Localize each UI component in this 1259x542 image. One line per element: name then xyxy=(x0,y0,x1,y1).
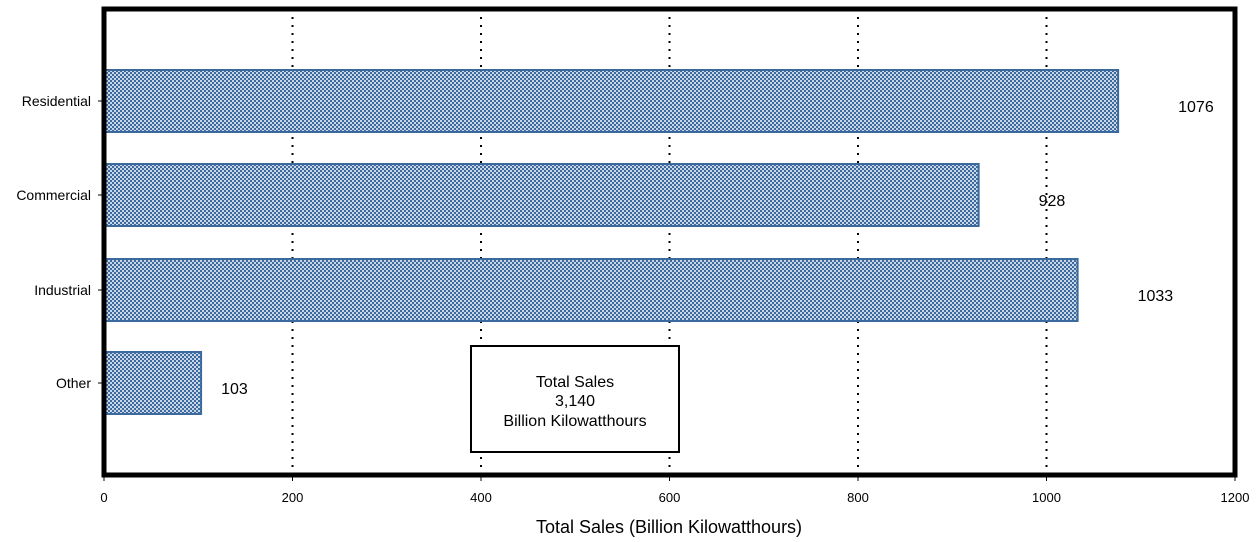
x-tick-label: 1000 xyxy=(1032,490,1061,505)
bar-industrial xyxy=(103,258,1079,322)
x-axis-title: Total Sales (Billion Kilowatthours) xyxy=(536,517,802,537)
x-tick-label: 600 xyxy=(659,490,681,505)
x-tick-label: 1200 xyxy=(1221,490,1250,505)
bar-commercial xyxy=(103,163,980,227)
plot-frame xyxy=(98,6,1238,481)
bars xyxy=(103,69,1120,415)
data-label: 928 xyxy=(1039,193,1066,210)
category-label: Other xyxy=(56,375,91,391)
x-tick-label: 400 xyxy=(470,490,492,505)
x-tick-label: 800 xyxy=(847,490,869,505)
bar-residential xyxy=(103,69,1120,133)
labels: 0 200 400 600 800 1000 1200 Residential Commerci… xyxy=(16,93,1249,505)
data-label: 103 xyxy=(221,381,248,398)
data-label: 1076 xyxy=(1178,99,1214,116)
note-line-2: 3,140 xyxy=(555,393,595,410)
category-label: Industrial xyxy=(34,282,91,298)
gridlines xyxy=(291,9,1048,475)
bar-other xyxy=(103,351,203,415)
total-sales-note: Total Sales 3,140 Billion Kilowatthours xyxy=(470,345,680,453)
note-line-3: Billion Kilowatthours xyxy=(503,413,646,430)
category-label: Commercial xyxy=(16,187,91,203)
x-tick-label: 0 xyxy=(100,490,107,505)
note-line-1: Total Sales xyxy=(536,374,614,391)
data-label: 1033 xyxy=(1138,288,1174,305)
category-label: Residential xyxy=(22,93,91,109)
x-tick-label: 200 xyxy=(282,490,304,505)
